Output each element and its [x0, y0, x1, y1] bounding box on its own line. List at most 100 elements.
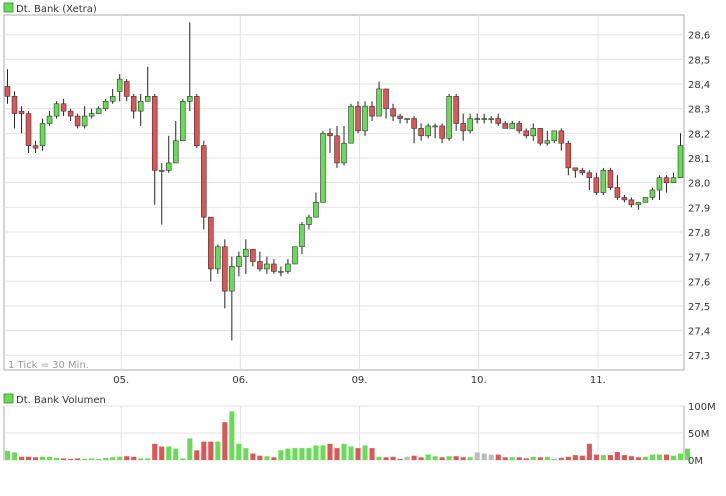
price-y-tick-label: 27,7 [688, 253, 710, 264]
price-y-tick-label: 27,6 [688, 277, 710, 288]
volume-bar [446, 456, 452, 460]
candle-body [257, 261, 263, 270]
candle-body [95, 108, 102, 114]
candle-body [208, 216, 214, 270]
candle-body [32, 145, 39, 149]
volume-bar [537, 457, 543, 460]
candle-body [376, 88, 382, 117]
volume-bar [621, 455, 627, 460]
volume-bar [222, 422, 228, 460]
candle-body [229, 266, 235, 292]
volume-bar [285, 448, 291, 460]
candle-body [586, 172, 593, 179]
volume-bar [404, 456, 410, 460]
volume-bar [313, 445, 319, 460]
volume-bar [11, 452, 18, 460]
price-y-tick-label: 27,5 [688, 302, 710, 313]
volume-y-tick-label: 0M [688, 456, 703, 467]
volume-bar [411, 455, 417, 460]
volume-bar [117, 456, 123, 460]
candle-body [306, 216, 312, 225]
candle-body [278, 271, 284, 273]
candle-body [418, 128, 424, 137]
candle-body [656, 177, 663, 191]
price-y-tick-label: 27,3 [688, 351, 710, 362]
volume-bar [453, 456, 459, 460]
volume-bar [642, 456, 648, 460]
price-y-tick-label: 28,2 [688, 129, 710, 140]
x-tick-label: 10. [471, 375, 487, 386]
volume-bar [215, 441, 221, 460]
volume-bar [138, 458, 144, 460]
volume-bar [572, 455, 578, 460]
volume-bar [607, 455, 613, 460]
candle-body [635, 202, 642, 206]
x-tick-label: 06. [232, 375, 248, 386]
price-y-tick-label: 28,4 [688, 80, 710, 91]
candle-body [670, 177, 677, 183]
candle-body [621, 197, 628, 201]
volume-bar [460, 457, 466, 460]
volume-bar [243, 448, 249, 460]
candle-body [348, 105, 354, 144]
candle-body [649, 189, 656, 198]
tick-interval-note: 1 Tick = 30 Min. [8, 360, 89, 371]
x-tick-label: 09. [352, 375, 368, 386]
volume-bar [600, 455, 606, 460]
candle-body [271, 263, 277, 272]
volume-bar [208, 441, 214, 460]
candle-body [187, 96, 193, 102]
volume-bar [152, 443, 158, 460]
price-y-axis: 27,3 27,4 27,5 27,6 27,7 27,8 27,9 28,0 28,1 28,2… [688, 31, 710, 362]
volume-bar [656, 454, 662, 460]
volume-bar [187, 438, 193, 460]
volume-bar [670, 455, 677, 460]
candle-body [446, 96, 452, 139]
volume-bar [348, 446, 354, 460]
candle-body [158, 170, 165, 172]
candle-body [215, 246, 221, 270]
candle-body [137, 100, 144, 112]
candle-body [74, 115, 81, 127]
volume-bar [96, 458, 102, 460]
volume-bar [89, 458, 95, 460]
candle-body [334, 135, 340, 164]
price-y-tick-label: 27,9 [688, 203, 710, 214]
volume-bar [75, 458, 81, 460]
candle-body [18, 110, 25, 114]
candle-body [600, 170, 607, 193]
candle-body [369, 105, 375, 117]
candle-body [53, 103, 60, 117]
price-y-tick-label: 28,6 [688, 31, 710, 42]
candle-body [88, 113, 95, 117]
candle-body [285, 263, 291, 272]
candle-body [25, 113, 32, 146]
price-y-tick-label: 28,5 [688, 55, 710, 66]
candle-body [327, 133, 333, 137]
volume-legend-swatch [3, 393, 14, 404]
price-y-tick-label: 28,0 [688, 179, 710, 190]
volume-bar [684, 448, 691, 460]
volume-bar [299, 448, 305, 460]
candle-body [607, 170, 614, 188]
candle-body [222, 246, 228, 292]
volume-bar [530, 456, 536, 460]
candle-body [453, 96, 459, 124]
candle-body [593, 177, 600, 193]
volume-bar [194, 450, 200, 460]
volume-bar [551, 458, 557, 460]
volume-y-tick-label: 50M [688, 429, 709, 440]
volume-bar [236, 443, 242, 460]
candle-body [383, 88, 389, 109]
volume-bar [418, 457, 424, 460]
volume-bar [649, 454, 655, 460]
volume-bar [579, 455, 585, 460]
candle-body [355, 105, 361, 132]
price-x-axis: 05. 06. 09. 10. 11. [113, 375, 606, 386]
volume-bar [635, 457, 641, 460]
volume-bar [586, 443, 592, 460]
candle-body [516, 123, 523, 132]
candle-body [194, 96, 200, 146]
candle-body [523, 130, 530, 137]
volume-bar [439, 457, 445, 460]
